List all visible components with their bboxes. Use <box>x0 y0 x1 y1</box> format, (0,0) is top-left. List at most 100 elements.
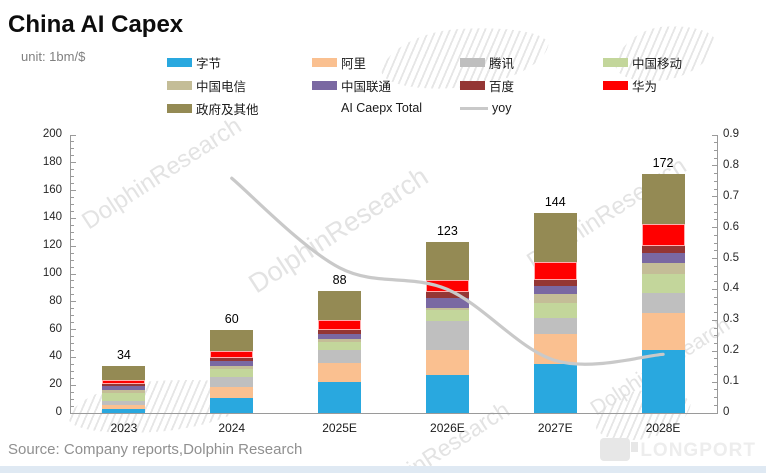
bar-segment <box>641 293 685 313</box>
left-axis-minor-tick <box>71 377 74 379</box>
right-axis-minor-tick <box>714 304 717 306</box>
bar-segment <box>102 401 146 406</box>
bar-segment <box>102 365 146 380</box>
left-axis-minor-tick <box>71 266 74 268</box>
stacked-bar-2023 <box>102 365 146 413</box>
left-axis-major-tick <box>71 356 76 358</box>
bar-total-label: 123 <box>436 224 458 239</box>
legend-label: yoy <box>492 101 512 115</box>
left-axis-minor-tick <box>71 363 74 365</box>
bar-total-label: 60 <box>224 311 239 326</box>
legend-label: 百度 <box>489 79 515 94</box>
right-axis-minor-tick <box>714 281 717 283</box>
right-axis-minor-tick <box>714 204 717 205</box>
left-axis-major-tick <box>71 329 76 331</box>
legend-item: 百度 <box>460 78 515 94</box>
left-axis-minor-tick <box>71 280 74 282</box>
bar-segment <box>641 253 685 263</box>
legend-swatch-icon <box>603 80 628 90</box>
left-axis-minor-tick <box>71 405 74 407</box>
bar-segment <box>210 365 254 369</box>
bar-segment <box>425 242 469 280</box>
left-axis-tick-label: 40 <box>49 350 62 363</box>
right-axis-tick-label: 0.4 <box>723 282 739 295</box>
right-axis-minor-tick <box>714 327 717 329</box>
bar-segment <box>641 274 685 294</box>
right-axis-tick-label: 0.1 <box>723 375 739 388</box>
right-axis-tick-label: 0.6 <box>723 220 739 233</box>
bar-segment <box>425 279 469 293</box>
bar-segment <box>425 308 469 311</box>
legend-swatch-icon <box>167 57 192 67</box>
stacked-bar-2028E <box>641 173 685 413</box>
right-axis-major-tick <box>712 165 717 167</box>
right-axis-minor-tick <box>714 180 717 182</box>
left-axis-minor-tick <box>71 169 74 171</box>
right-axis-minor-tick <box>714 373 717 375</box>
bar-segment <box>318 319 362 330</box>
left-axis-line <box>70 135 71 414</box>
brand-text: LONGPORT <box>640 440 756 461</box>
legend-label: 中国移动 <box>632 56 683 71</box>
left-axis-major-tick <box>71 273 76 275</box>
legend-label: 华为 <box>632 79 658 94</box>
legend-swatch-icon <box>460 106 488 110</box>
left-axis-minor-tick <box>71 238 74 240</box>
bar-segment <box>210 329 254 351</box>
right-axis-minor-tick <box>714 219 717 221</box>
left-axis-minor-tick <box>71 183 74 185</box>
bar-segment <box>641 312 685 351</box>
right-axis-major-tick <box>712 227 717 229</box>
right-axis-minor-tick <box>714 366 717 368</box>
legend-label: AI Caepx Total <box>341 101 423 115</box>
left-axis-minor-tick <box>71 398 74 400</box>
x-axis-category-label: 2028E <box>645 421 681 435</box>
left-axis-major-tick <box>71 412 76 414</box>
left-axis-minor-tick <box>71 343 74 344</box>
left-axis-major-tick <box>71 190 76 192</box>
stacked-bar-2025E <box>318 290 362 413</box>
legend-item: yoy <box>460 101 511 115</box>
bar-segment <box>533 317 577 335</box>
left-axis-minor-tick <box>71 322 74 324</box>
bar-segment <box>210 386 254 398</box>
stacked-bar-2024 <box>210 329 254 413</box>
right-axis-minor-tick <box>714 265 717 267</box>
left-axis-tick-label: 60 <box>49 322 62 335</box>
legend-item: 中国电信 <box>167 78 247 94</box>
source-note: Source: Company reports,Dolphin Research <box>8 441 303 458</box>
bottom-strip <box>0 466 766 473</box>
left-axis-tick-label: 100 <box>42 267 62 279</box>
right-axis-tick-label: 0.5 <box>723 251 739 264</box>
bar-segment <box>318 290 362 320</box>
left-axis-minor-tick <box>71 370 74 372</box>
left-axis-minor-tick <box>71 176 74 178</box>
right-axis-minor-tick <box>714 389 717 391</box>
left-axis-tick-label: 20 <box>49 378 62 391</box>
legend-label: 中国电信 <box>196 79 247 94</box>
bar-segment <box>102 392 146 402</box>
right-axis-minor-tick <box>714 404 717 406</box>
bar-segment <box>102 385 146 391</box>
left-axis-major-tick <box>71 134 76 136</box>
bar-segment <box>533 294 577 303</box>
left-axis-minor-tick <box>71 308 74 310</box>
right-axis-minor-tick <box>714 273 717 275</box>
left-axis-tick-label: 180 <box>42 155 62 168</box>
right-axis-major-tick <box>712 381 717 383</box>
legend-swatch-icon <box>167 103 192 113</box>
right-axis-minor-tick <box>714 335 717 337</box>
right-axis-major-tick <box>712 288 717 290</box>
left-axis-minor-tick <box>71 287 74 289</box>
left-axis-tick-label: 0 <box>55 406 62 418</box>
stacked-bar-2027E <box>533 212 577 413</box>
right-axis-tick-label: 0.8 <box>723 158 739 171</box>
legend-item: 阿里 <box>312 55 366 71</box>
left-axis-minor-tick <box>71 349 74 351</box>
bar-segment <box>102 405 146 409</box>
right-axis-minor-tick <box>714 296 717 298</box>
bar-segment <box>318 329 362 334</box>
bar-segment <box>318 342 362 351</box>
bar-segment <box>533 302 577 318</box>
